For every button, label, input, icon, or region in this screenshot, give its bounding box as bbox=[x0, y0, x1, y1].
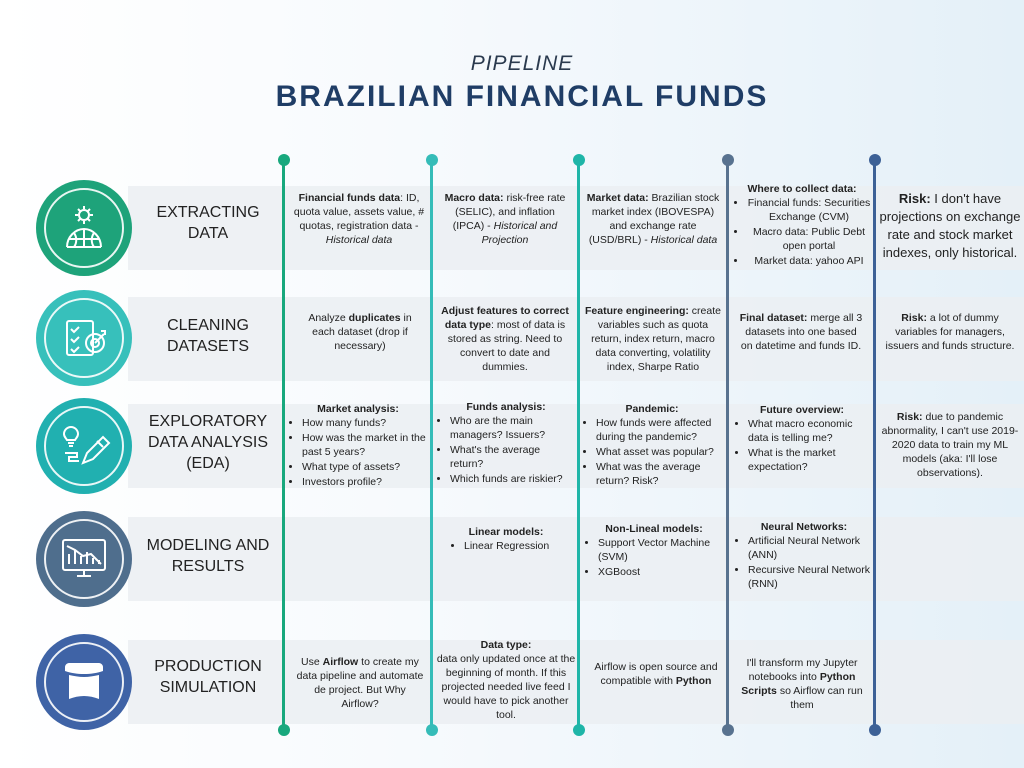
cell-eda-pandemic: Pandemic: How funds were affected during… bbox=[582, 402, 722, 489]
timeline-line-4 bbox=[726, 160, 729, 730]
list-item: Support Vector Machine (SVM) bbox=[598, 536, 724, 564]
cell-extracting-risk: Risk: I don't have projections on exchan… bbox=[879, 191, 1021, 260]
list-item: What was the average return? Risk? bbox=[596, 460, 722, 488]
cell-extracting-sources: Where to collect data: Financial funds: … bbox=[733, 182, 871, 269]
cell-eda-risk: Risk: due to pandemic abnormality, I can… bbox=[881, 411, 1019, 479]
cell-production-data-type: Data type: data only updated once at the… bbox=[436, 639, 576, 721]
stage-label-cleaning: CLEANING DATASETS bbox=[166, 317, 250, 355]
list-item: What is the market expectation? bbox=[748, 446, 870, 474]
timeline-dot-bottom-3 bbox=[573, 724, 585, 736]
timeline-dot-bottom-4 bbox=[722, 724, 734, 736]
cell-eda-market-analysis: Market analysis: How many funds? How was… bbox=[288, 402, 428, 490]
list-item: Investors profile? bbox=[302, 475, 428, 489]
cell-extracting-market: Market data: Brazilian stock market inde… bbox=[586, 192, 720, 246]
cell-cleaning-feature-engineering: Feature engineering: create variables su… bbox=[585, 305, 721, 373]
stage-icon-eda bbox=[36, 398, 132, 494]
timeline-dot-bottom-1 bbox=[278, 724, 290, 736]
cell-production-python-scripts: I'll transform my Jupyter notebooks into… bbox=[741, 657, 863, 711]
stage-icon-cleaning bbox=[36, 290, 132, 386]
timeline-dot-top-1 bbox=[278, 154, 290, 166]
list-item: How funds were affected during the pande… bbox=[596, 416, 722, 444]
list-item: Macro data: Public Debt open portal bbox=[747, 225, 871, 253]
timeline-dot-top-5 bbox=[869, 154, 881, 166]
stage-label-extracting: EXTRACTING DATA bbox=[156, 204, 260, 242]
stage-label-production: PRODUCTION SIMULATION bbox=[154, 658, 262, 696]
cell-modeling-nonlinear: Non-Lineal models: Support Vector Machin… bbox=[584, 522, 724, 580]
timeline-line-2 bbox=[430, 160, 433, 730]
list-item: How was the market in the past 5 years? bbox=[302, 431, 428, 459]
page-title: BRAZILIAN FINANCIAL FUNDS bbox=[275, 80, 769, 113]
timeline-line-3 bbox=[577, 160, 580, 730]
stage-icon-extracting bbox=[36, 180, 132, 276]
list-item: What asset was popular? bbox=[596, 445, 722, 459]
stage-label-eda: EXPLORATORY DATA ANALYSIS (EDA) bbox=[147, 413, 269, 472]
checklist-target-icon bbox=[66, 320, 106, 356]
cell-extracting-financial-funds: Financial funds data: ID, quota value, a… bbox=[293, 192, 425, 246]
banner-icon bbox=[65, 663, 103, 699]
cell-eda-future-overview: Future overview: What macro economic dat… bbox=[734, 403, 870, 475]
timeline-line-5 bbox=[873, 160, 876, 730]
list-item: What macro economic data is telling me? bbox=[748, 417, 870, 445]
list-item: Recursive Neural Network (RNN) bbox=[748, 563, 874, 591]
list-item: Who are the main managers? Issuers? bbox=[450, 414, 576, 442]
cell-cleaning-risk: Risk: a lot of dummy variables for manag… bbox=[885, 312, 1015, 352]
cell-production-open-source: Airflow is open source and compatible wi… bbox=[594, 661, 718, 687]
list-item: What's the average return? bbox=[450, 443, 576, 471]
cell-eda-funds-analysis: Funds analysis: Who are the main manager… bbox=[436, 400, 576, 487]
list-item: Artificial Neural Network (ANN) bbox=[748, 534, 874, 562]
stage-icon-production bbox=[36, 634, 132, 730]
chart-monitor-icon bbox=[62, 539, 106, 577]
cell-cleaning-duplicates: Analyze duplicates in each dataset (drop… bbox=[308, 312, 412, 352]
list-item: How many funds? bbox=[302, 416, 428, 430]
list-item: Linear Regression bbox=[464, 539, 572, 553]
list-item: Which funds are riskier? bbox=[450, 472, 576, 486]
globe-gear-icon bbox=[66, 206, 102, 248]
list-item: Financial funds: Securities Exchange (CV… bbox=[747, 196, 871, 224]
stage-label-modeling: MODELING AND RESULTS bbox=[146, 537, 270, 575]
timeline-dot-bottom-5 bbox=[869, 724, 881, 736]
stage-icon-modeling bbox=[36, 511, 132, 607]
cell-production-airflow: Use Airflow to create my data pipeline a… bbox=[296, 656, 424, 710]
timeline-dot-bottom-2 bbox=[426, 724, 438, 736]
cell-modeling-linear: Linear models: Linear Regression bbox=[440, 525, 572, 554]
pipeline-subtitle: PIPELINE bbox=[470, 52, 574, 75]
timeline-line-1 bbox=[282, 160, 285, 730]
cell-cleaning-data-type: Adjust features to correct data type: mo… bbox=[441, 305, 569, 373]
timeline-dot-top-4 bbox=[722, 154, 734, 166]
timeline-dot-top-2 bbox=[426, 154, 438, 166]
list-item: What type of assets? bbox=[302, 460, 428, 474]
list-item: Market data: yahoo API bbox=[747, 254, 871, 268]
list-item: XGBoost bbox=[598, 565, 724, 579]
cell-cleaning-final-dataset: Final dataset: merge all 3 datasets into… bbox=[739, 312, 863, 352]
cell-modeling-neural-networks: Neural Networks: Artificial Neural Netwo… bbox=[734, 520, 874, 592]
lightbulb-pencil-icon bbox=[62, 425, 111, 465]
timeline-dot-top-3 bbox=[573, 154, 585, 166]
cell-extracting-macro: Macro data: risk-free rate (SELIC), and … bbox=[444, 192, 566, 246]
